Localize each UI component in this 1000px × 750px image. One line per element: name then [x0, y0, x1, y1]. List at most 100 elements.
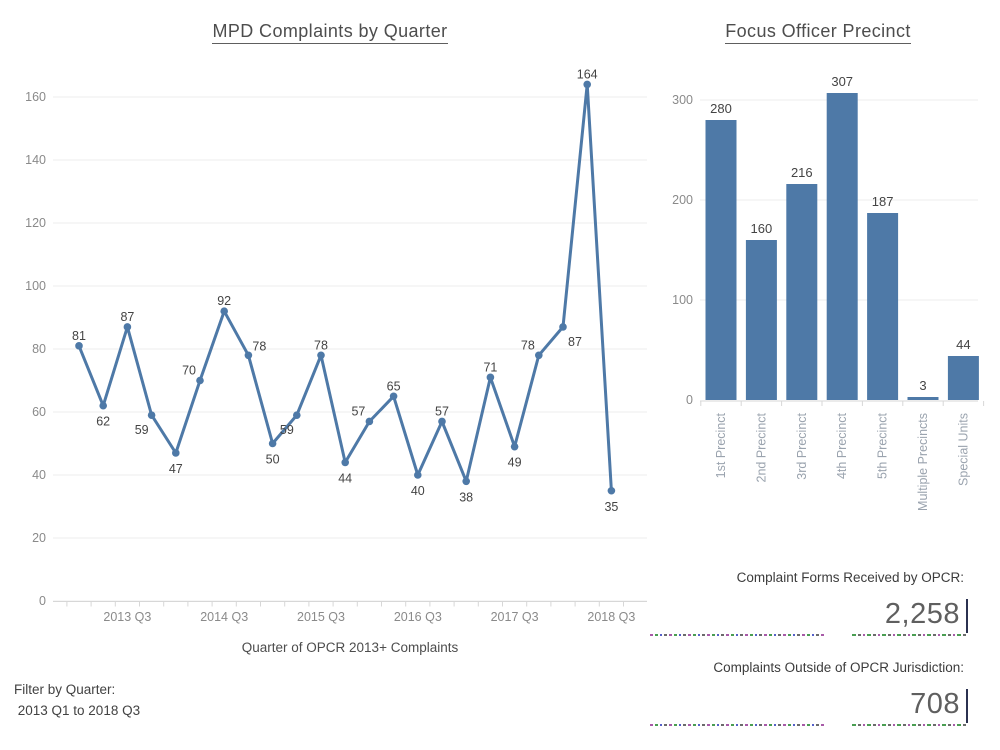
precinct-bar[interactable]	[907, 397, 939, 400]
x-axis-tick-label: 2017 Q3	[491, 610, 539, 624]
x-axis-tick-label: 2015 Q3	[297, 610, 345, 624]
bar-chart-title-text: Focus Officer Precinct	[725, 21, 911, 44]
precinct-bar[interactable]	[786, 184, 818, 400]
bar-chart: 0 100 200 300 280 160 216 307 187 3 44 1st Precinct…	[672, 74, 985, 511]
data-point-label: 57	[435, 404, 449, 418]
precinct-bar[interactable]	[947, 356, 979, 400]
line-chart-title-text: MPD Complaints by Quarter	[212, 21, 448, 44]
kpi-divider-line	[650, 634, 968, 636]
data-point[interactable]	[486, 373, 495, 382]
data-point-label: 92	[217, 294, 231, 308]
kpi-value[interactable]: 2,258	[884, 598, 960, 630]
data-point-label: 44	[338, 471, 352, 485]
data-point[interactable]	[365, 417, 374, 426]
filter-label: Filter by Quarter:	[14, 682, 116, 697]
dash-segment	[650, 634, 826, 636]
data-point[interactable]	[268, 439, 277, 448]
y-axis-tick-label: 20	[32, 531, 46, 545]
y-axis-tick-label: 100	[25, 279, 46, 293]
precinct-bar[interactable]	[705, 120, 737, 400]
data-point[interactable]	[220, 307, 228, 316]
dash-segment	[650, 724, 826, 726]
dash-gap	[826, 634, 852, 636]
kpi-complaint-forms: Complaint Forms Received by OPCR: 2,258	[650, 569, 968, 636]
data-point-label: 78	[314, 338, 328, 352]
data-point-label: 87	[568, 335, 582, 349]
precinct-bar[interactable]	[745, 240, 777, 400]
data-point-label: 57	[351, 404, 365, 418]
dash-segment	[852, 724, 968, 726]
data-point[interactable]	[317, 351, 325, 360]
data-point[interactable]	[559, 323, 567, 331]
x-axis-category-label: 3rd Precinct	[795, 412, 809, 479]
dash-segment	[852, 634, 968, 636]
precinct-bar[interactable]	[867, 213, 899, 400]
x-axis-title: Quarter of OPCR 2013+ Complaints	[242, 640, 459, 655]
data-point[interactable]	[389, 392, 398, 401]
y-axis-tick-label: 140	[25, 153, 46, 167]
x-axis-category-label: 2nd Precinct	[754, 412, 768, 482]
data-point-label: 71	[483, 360, 497, 374]
data-point[interactable]	[172, 449, 180, 457]
complaints-line[interactable]	[77, 82, 613, 493]
x-axis-category-label: Multiple Precincts	[916, 413, 930, 511]
bar-chart-title: Focus Officer Precinct	[660, 21, 976, 44]
data-point-label: 62	[96, 415, 110, 429]
data-point-label: 40	[411, 484, 425, 498]
bar-value-label: 216	[791, 165, 813, 180]
data-point[interactable]	[147, 411, 156, 419]
kpi-axis-tick	[966, 689, 968, 723]
data-point[interactable]	[414, 471, 422, 479]
kpi-axis-tick	[966, 599, 968, 633]
data-point-label: 65	[387, 379, 401, 393]
kpi-value[interactable]: 708	[910, 688, 960, 720]
data-point[interactable]	[607, 486, 616, 495]
line-chart-title: MPD Complaints by Quarter	[0, 21, 660, 44]
x-axis-category-label: Special Units	[956, 413, 970, 486]
data-point-label: 87	[120, 310, 134, 324]
filter-note: Filter by Quarter: 2013 Q1 to 2018 Q3	[14, 679, 140, 721]
bar-value-label: 280	[710, 101, 732, 116]
data-point[interactable]	[75, 342, 83, 350]
data-point[interactable]	[462, 477, 471, 486]
kpi-divider-line	[650, 724, 968, 726]
bar-value-label: 3	[919, 378, 926, 393]
data-point-label: 59	[280, 423, 294, 437]
kpi-label: Complaint Forms Received by OPCR:	[736, 570, 964, 585]
bar-value-label: 160	[751, 221, 773, 236]
data-point[interactable]	[293, 411, 301, 419]
data-point-label: 81	[72, 329, 86, 343]
x-axis-category-label: 1st Precinct	[714, 412, 728, 478]
x-axis-tick-label: 2018 Q3	[587, 610, 635, 624]
data-point[interactable]	[510, 442, 519, 451]
data-point-label: 38	[459, 490, 473, 504]
line-chart: 0 20 40 60 80 100 120 140 160 2013 Q3 2014 Q3 2015 …	[25, 67, 647, 655]
data-point[interactable]	[438, 417, 446, 426]
precinct-bar[interactable]	[826, 93, 858, 400]
data-point-label: 164	[577, 67, 598, 81]
data-point-label: 78	[252, 339, 266, 353]
kpi-outside-jurisdiction: Complaints Outside of OPCR Jurisdiction:…	[650, 659, 968, 726]
y-axis-tick-label: 0	[39, 594, 46, 608]
data-point-label: 59	[135, 423, 149, 437]
y-axis-tick-label: 160	[25, 90, 46, 104]
dash-gap	[826, 724, 852, 726]
data-point[interactable]	[535, 351, 543, 360]
data-point[interactable]	[583, 80, 591, 89]
data-point[interactable]	[99, 401, 107, 410]
y-axis-tick-label: 60	[32, 405, 46, 419]
data-point-label: 49	[508, 456, 522, 470]
kpi-label: Complaints Outside of OPCR Jurisdiction:	[713, 660, 964, 675]
data-point-label: 35	[604, 500, 618, 514]
y-axis-tick-label: 100	[672, 293, 693, 307]
y-axis-tick-label: 80	[32, 342, 46, 356]
data-point[interactable]	[196, 376, 204, 385]
data-point[interactable]	[244, 351, 253, 360]
y-axis-tick-label: 300	[672, 93, 693, 107]
y-axis-tick-label: 0	[686, 393, 693, 407]
data-point[interactable]	[341, 458, 350, 467]
data-point-label: 78	[521, 338, 535, 352]
y-axis-tick-label: 40	[32, 468, 46, 482]
data-point[interactable]	[123, 323, 132, 331]
